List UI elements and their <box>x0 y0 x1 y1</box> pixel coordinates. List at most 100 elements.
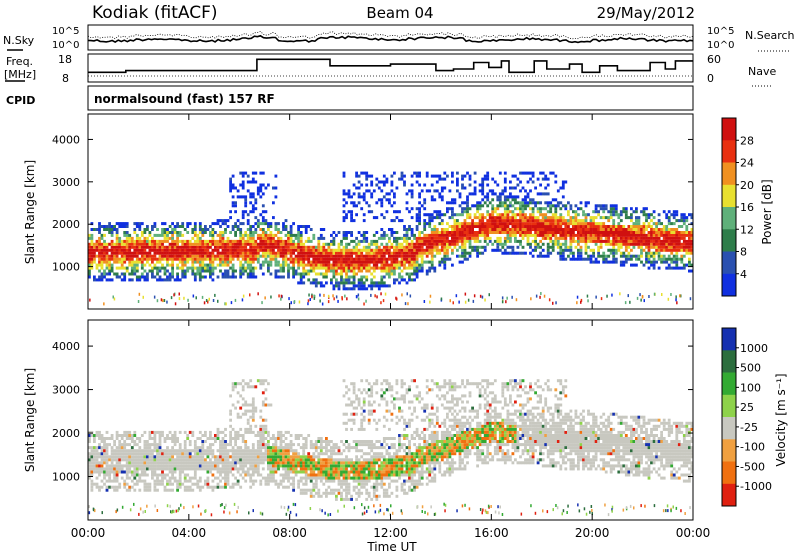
heatmap-cell <box>675 266 679 270</box>
heatmap-cell <box>410 195 414 199</box>
heatmap-cell <box>244 461 248 465</box>
heatmap-cell <box>277 269 280 273</box>
heatmap-cell <box>443 254 447 258</box>
heatmap-cell <box>640 245 643 249</box>
heatmap-cell <box>297 239 300 243</box>
heatmap-cell <box>148 467 152 471</box>
heatmap-cell <box>158 251 162 255</box>
heatmap-cell <box>612 231 616 234</box>
heatmap-cell <box>128 485 132 489</box>
heatmap-cell <box>317 260 321 264</box>
heatmap-cell <box>299 242 303 246</box>
heatmap-cell <box>549 231 553 234</box>
heatmap-cell <box>241 248 245 252</box>
heatmap-cell <box>261 242 265 246</box>
heatmap-cell <box>236 446 240 450</box>
heatmap-cell <box>244 443 248 447</box>
heatmap-cell <box>171 236 174 240</box>
heatmap-cell <box>501 251 505 255</box>
heatmap-cell <box>163 266 167 270</box>
heatmap-cell <box>108 443 111 447</box>
heatmap-cell <box>370 284 374 288</box>
heatmap-cell <box>249 242 253 246</box>
heatmap-cell <box>261 427 265 431</box>
heatmap-cell <box>88 458 91 462</box>
heatmap-cell <box>267 233 270 237</box>
heatmap-cell <box>372 284 376 288</box>
heatmap-cell <box>211 228 215 231</box>
heatmap-cell <box>103 269 106 273</box>
heatmap-cell <box>143 269 147 273</box>
heatmap-cell <box>423 233 427 237</box>
heatmap-cell <box>304 257 308 261</box>
heatmap-cell <box>140 272 144 276</box>
heatmap-cell <box>211 254 215 258</box>
heatmap-cell <box>259 461 263 465</box>
heatmap-cell <box>284 248 288 252</box>
heatmap-cell <box>211 278 215 282</box>
heatmap-cell <box>219 473 222 477</box>
heatmap-cell <box>410 260 414 264</box>
heatmap-cell <box>456 183 459 187</box>
heatmap-cell <box>458 204 462 208</box>
heatmap-cell <box>541 228 545 231</box>
heatmap-cell <box>430 257 434 261</box>
heatmap-cell <box>451 239 454 243</box>
heatmap-cell <box>390 174 394 178</box>
heatmap-cell <box>259 452 263 456</box>
heatmap-cell <box>224 452 227 456</box>
heatmap-cell <box>256 449 260 453</box>
heatmap-cell <box>241 455 245 459</box>
heatmap-cell <box>297 225 300 228</box>
heatmap-cell <box>162 299 164 303</box>
heatmap-cell <box>120 245 124 249</box>
heatmap-cell <box>660 231 663 234</box>
heatmap-cell <box>148 452 152 456</box>
heatmap-cell <box>675 236 679 240</box>
heatmap-cell <box>377 287 381 291</box>
heatmap-cell <box>236 452 240 456</box>
heatmap-cell <box>405 245 409 249</box>
heatmap-cell <box>483 236 487 240</box>
heatmap-cell <box>539 213 542 217</box>
heatmap-cell <box>269 467 273 471</box>
heatmap-cell <box>486 192 490 196</box>
heatmap-cell <box>529 251 532 255</box>
heatmap-cell <box>183 443 187 447</box>
heatmap-cell <box>435 233 439 237</box>
heatmap-cell <box>335 278 338 282</box>
heatmap-cell <box>88 476 91 480</box>
heatmap-cell <box>476 222 479 226</box>
heatmap-cell <box>362 231 366 234</box>
heatmap-cell <box>158 239 162 243</box>
heatmap-cell <box>423 219 427 223</box>
heatmap-cell <box>685 231 689 234</box>
heatmap-cell <box>166 461 169 465</box>
heatmap-cell <box>473 233 477 237</box>
heatmap-cell <box>519 210 522 214</box>
heatmap-cell <box>163 467 167 471</box>
heatmap-cell <box>597 231 600 234</box>
heatmap-cell <box>251 449 255 453</box>
heatmap-cell <box>241 242 245 246</box>
heatmap-cell <box>105 473 109 477</box>
heatmap-cell <box>531 213 535 217</box>
heatmap-cell <box>254 409 258 413</box>
heatmap-cell <box>435 228 439 231</box>
heatmap-cell <box>128 278 132 282</box>
heatmap-cell <box>168 458 172 462</box>
heatmap-cell <box>304 248 308 252</box>
heatmap-cell <box>168 476 172 480</box>
heatmap-cell <box>113 272 116 276</box>
heatmap-cell <box>529 177 532 181</box>
heatmap-cell <box>166 434 169 437</box>
heatmap-cell <box>264 418 268 422</box>
colorbar-tick-label: 24 <box>740 157 754 170</box>
heatmap-cell <box>135 470 139 474</box>
heatmap-cell <box>133 449 137 453</box>
heatmap-cell <box>178 239 182 243</box>
heatmap-cell <box>133 443 137 447</box>
heatmap-cell <box>486 213 490 217</box>
heatmap-cell <box>647 257 651 261</box>
heatmap-cell <box>267 382 270 386</box>
